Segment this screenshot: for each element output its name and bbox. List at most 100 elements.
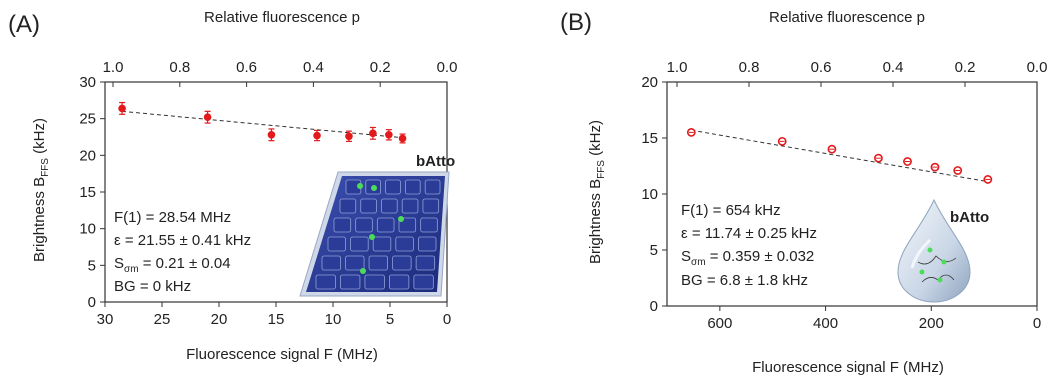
lattice-cell [364, 274, 385, 290]
panel-a-x-axis-title: Fluorescence signal F (MHz) [186, 346, 378, 363]
lattice-cell [327, 236, 347, 252]
panel-a-annotation-f1: F(1) = 28.54 MHz [114, 209, 231, 226]
data-point [827, 144, 837, 154]
top-tick-label: 1.0 [667, 59, 688, 76]
panel-a-y-axis-title: Brightness BFFS (kHz) [31, 118, 51, 262]
data-point [953, 166, 963, 175]
top-tick-label: 0.6 [811, 59, 832, 76]
lattice-cell [376, 217, 395, 233]
lattice-cell [388, 274, 410, 290]
x-tick-label: 20 [211, 311, 228, 328]
lattice-cell [333, 217, 352, 233]
panel-a-label: (A) [8, 11, 40, 38]
y-tick-label: 20 [79, 147, 96, 164]
data-point [930, 162, 940, 172]
y-tick-label: 0 [650, 298, 658, 315]
x-tick-label: 200 [919, 315, 944, 332]
y-tick-label: 10 [641, 186, 658, 203]
panel-b-annotation-bg: BG = 6.8 ± 1.8 kHz [681, 272, 808, 289]
x-tick-label: 10 [325, 311, 342, 328]
lattice-cell [398, 217, 417, 233]
molecule-dot [360, 268, 366, 274]
panel-a-inset-label: bAtto [416, 153, 455, 170]
lattice-cell [415, 255, 436, 271]
lattice-cell [381, 198, 398, 214]
x-tick-label: 0 [443, 311, 451, 328]
panel-b-y-ticks: 0 5 10 15 20 [641, 74, 667, 315]
panel-a-lattice-inset [299, 171, 450, 297]
top-tick-label: 0.6 [236, 59, 257, 76]
fit-line [691, 129, 988, 183]
panel-b-annotation-epsilon: ε = 11.74 ± 0.25 kHz [681, 225, 817, 242]
data-point [874, 153, 883, 163]
y-tick-label: 0 [88, 294, 96, 311]
panel-b-annotation-s: Sσm = 0.359 ± 0.032 [681, 248, 814, 268]
y-tick-label: 20 [641, 74, 658, 91]
panel-b-x-ticks: 600 400 200 0 [707, 306, 1041, 332]
y-tick-label: 15 [79, 184, 96, 201]
lattice-cell [372, 236, 392, 252]
lattice-cells [315, 179, 441, 290]
y-tick-label: 30 [79, 74, 96, 91]
panel-b-data-points [686, 127, 993, 184]
panel-a-data-points [118, 101, 407, 144]
data-point [385, 129, 393, 141]
panel-b-x-axis-title: Fluorescence signal F (MHz) [752, 359, 944, 376]
lattice-cell [385, 179, 401, 195]
x-tick-label: 30 [97, 311, 114, 328]
y-tick-label: 10 [79, 221, 96, 238]
lattice-cell [350, 236, 369, 252]
x-tick-label: 5 [386, 311, 394, 328]
panel-b-annotation-f1: F(1) = 654 kHz [681, 202, 781, 219]
panel-b-fit-line [691, 129, 988, 183]
molecule-dot [369, 234, 375, 240]
data-point [686, 127, 696, 137]
y-tick-label: 15 [641, 130, 658, 147]
data-point [267, 128, 276, 142]
molecule-dot [371, 185, 377, 191]
top-tick-label: 0.0 [437, 59, 458, 76]
x-tick-label: 15 [268, 311, 285, 328]
x-tick-label: 400 [813, 315, 838, 332]
data-point [313, 129, 321, 142]
panel-b: (B) Relative fluorescence p Fluorescence… [560, 9, 1047, 376]
data-point [345, 130, 353, 142]
panel-a-x-ticks: 30 25 20 15 10 5 0 [97, 302, 451, 328]
lattice-cell [395, 236, 414, 252]
panel-b-inset-label: bAtto [950, 209, 989, 226]
panel-a-fit-line [122, 110, 403, 139]
data-point [118, 101, 126, 115]
panel-a-annotation-s: Sσm = 0.21 ± 0.04 [114, 255, 231, 275]
lattice-cell [413, 274, 434, 290]
top-tick-label: 0.8 [739, 59, 760, 76]
lattice-cell [345, 255, 365, 271]
lattice-cell [360, 198, 377, 214]
data-point [369, 126, 377, 140]
data-point [777, 136, 787, 146]
top-tick-label: 1.0 [103, 59, 124, 76]
lattice-cell [417, 236, 437, 252]
molecule-dot [398, 216, 404, 222]
x-tick-label: 25 [154, 311, 171, 328]
panel-a-annotation-epsilon: ε = 21.55 ± 0.41 kHz [114, 232, 251, 249]
lattice-cell [340, 274, 361, 290]
lattice-cell [404, 179, 421, 195]
x-tick-label: 0 [1033, 315, 1041, 332]
panel-b-top-ticks: 1.0 0.8 0.6 0.4 0.2 0.0 [667, 59, 1048, 87]
panel-b-y-axis-title: Brightness BFFS (kHz) [587, 120, 607, 264]
data-point [903, 157, 912, 166]
panel-a-top-axis-title: Relative fluorescence p [204, 9, 360, 26]
y-tick-label: 5 [88, 257, 96, 274]
lattice-cell [401, 198, 419, 214]
data-point [203, 110, 212, 124]
lattice-cell [315, 274, 336, 290]
lattice-cell [355, 217, 373, 233]
lattice-cell [422, 198, 440, 214]
panel-a-annotation-bg: BG = 0 kHz [114, 278, 191, 295]
y-tick-label: 25 [79, 111, 96, 128]
panel-a-top-ticks: 1.0 0.8 0.6 0.4 0.2 0.0 [103, 59, 458, 87]
top-tick-label: 0.0 [1027, 59, 1048, 76]
panel-a: (A) Relative fluorescence p Fluorescence… [8, 9, 457, 363]
lattice-cell [368, 255, 389, 271]
lattice-cell [424, 179, 441, 195]
